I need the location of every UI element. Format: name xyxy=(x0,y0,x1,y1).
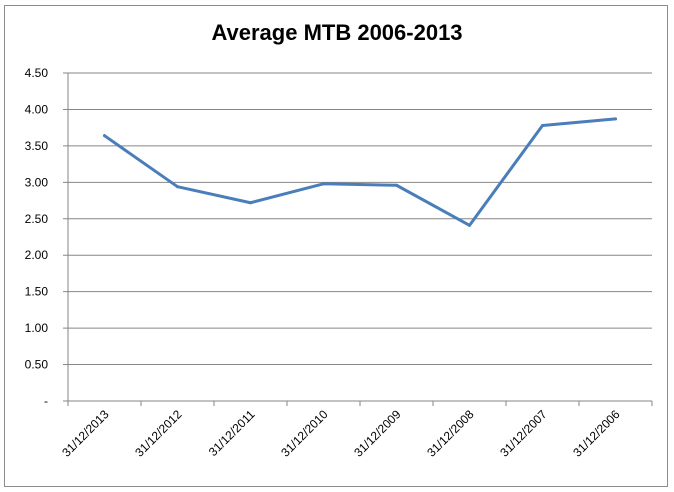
axes xyxy=(63,72,653,406)
y-tick-label: 4.00 xyxy=(25,102,49,116)
x-tick-label: 31/12/2009 xyxy=(351,407,404,460)
x-tick-label: 31/12/2007 xyxy=(497,407,550,460)
y-tick-label: 1.50 xyxy=(25,285,49,299)
y-tick-label: 3.00 xyxy=(25,175,49,189)
y-tick-label: 2.50 xyxy=(25,212,49,226)
data-point xyxy=(322,182,325,186)
data-point xyxy=(468,223,471,227)
data-point xyxy=(249,201,252,205)
gridlines xyxy=(68,72,652,366)
x-tick-label: 31/12/2006 xyxy=(570,407,623,460)
y-axis-tick-labels: - 0.50 1.00 1.50 2.00 2.50 3.00 3.50 4.00 4.50 xyxy=(25,66,49,408)
series-line xyxy=(103,117,617,227)
data-point xyxy=(103,134,106,138)
x-tick-label: 31/12/2008 xyxy=(424,407,477,460)
data-point xyxy=(395,183,398,187)
chart-title: Average MTB 2006-2013 xyxy=(211,20,463,45)
x-tick-label: 31/12/2011 xyxy=(206,407,258,459)
x-axis-tick-labels: 31/12/2013 31/12/2012 31/12/2011 31/12/2010… xyxy=(59,407,623,460)
x-tick-label: 31/12/2013 xyxy=(59,407,112,460)
x-tick-label: 31/12/2012 xyxy=(132,407,185,460)
y-tick-label: - xyxy=(44,394,48,408)
x-tick-label: 31/12/2010 xyxy=(278,407,331,460)
chart-frame xyxy=(4,5,668,487)
y-tick-label: 3.50 xyxy=(25,139,49,153)
y-tick-label: 1.00 xyxy=(25,321,49,335)
data-point xyxy=(614,117,617,121)
series-layer xyxy=(103,117,617,227)
y-tick-label: 2.00 xyxy=(25,248,49,262)
y-tick-label: 4.50 xyxy=(25,66,49,80)
data-point xyxy=(541,123,544,127)
y-tick-label: 0.50 xyxy=(25,358,49,372)
data-point xyxy=(176,185,179,189)
